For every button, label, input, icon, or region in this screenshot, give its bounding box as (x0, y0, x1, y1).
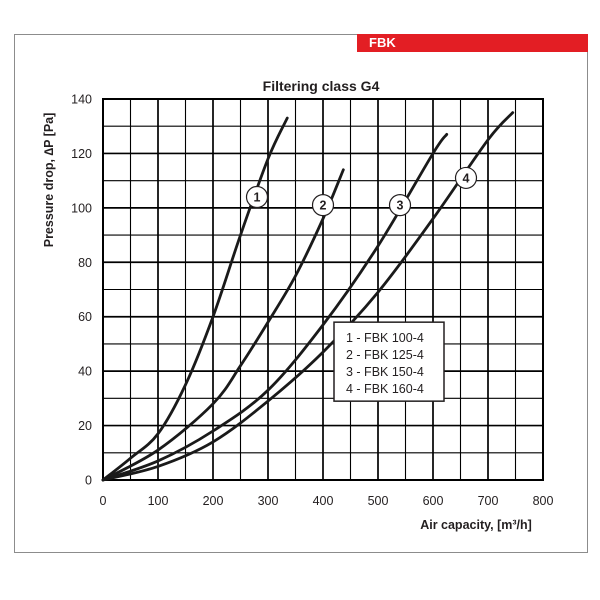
curve-label-text: 4 (463, 171, 470, 185)
curve-label-circle (245, 185, 269, 209)
chart-title: Filtering class G4 (263, 78, 380, 94)
curve-label-text: 1 (254, 190, 261, 204)
x-tick-label: 0 (100, 494, 107, 508)
legend: 1 - FBK 100-4 2 - FBK 125-4 3 - FBK 150-4 4… (333, 321, 445, 402)
curve-label-3: 3 (388, 194, 412, 217)
x-tick-label: 300 (258, 494, 279, 508)
curves: 1 2 3 4 (101, 111, 515, 482)
series-line-4 (101, 111, 515, 482)
x-tick-label: 800 (533, 494, 554, 508)
y-axis-label: Pressure drop, ∆P [Pa] (42, 113, 56, 248)
y-tick-label: 140 (71, 93, 92, 107)
x-tick-label: 600 (423, 494, 444, 508)
curve-label-4: 4 (454, 166, 478, 190)
y-tick-label: 20 (78, 419, 92, 433)
y-tick-label: 40 (78, 365, 92, 379)
x-tick-label: 100 (148, 494, 169, 508)
x-tick-label: 200 (203, 494, 224, 508)
x-tick-label: 500 (368, 494, 389, 508)
legend-entry: 2 - FBK 125-4 (346, 348, 424, 362)
figure-frame (14, 34, 588, 553)
legend-entry: 4 - FBK 160-4 (346, 382, 424, 396)
y-tick-label: 60 (78, 310, 92, 324)
curve-label-circle (454, 166, 478, 190)
y-tick-label: 80 (78, 256, 92, 270)
legend-entry: 1 - FBK 100-4 (346, 331, 424, 345)
x-tick-label: 700 (478, 494, 499, 508)
curve-label-circle (311, 194, 335, 217)
y-tick-label: 0 (85, 474, 92, 488)
curve-label-2: 2 (311, 194, 335, 217)
legend-entry: 3 - FBK 150-4 (346, 365, 424, 379)
x-axis-label: Air capacity, [m³/h] (420, 518, 532, 532)
legend-box (333, 321, 445, 402)
plot-area-border (102, 98, 544, 481)
brand-label: FBK (357, 34, 588, 52)
y-tick-label: 120 (71, 147, 92, 161)
curve-label-text: 3 (397, 199, 404, 213)
y-tick-label: 100 (71, 201, 92, 215)
series-line-3 (101, 132, 449, 482)
series-line-2 (101, 168, 345, 482)
series-line-1 (101, 116, 289, 482)
curve-label-text: 2 (320, 199, 327, 213)
x-tick-label: 400 (313, 494, 334, 508)
axis-ticks: 0 100 200 300 400 500 600 700 800 0 20 40 60 80 100 120… (71, 93, 553, 509)
curve-label-circle (388, 194, 412, 217)
curve-label-1: 1 (245, 185, 269, 209)
